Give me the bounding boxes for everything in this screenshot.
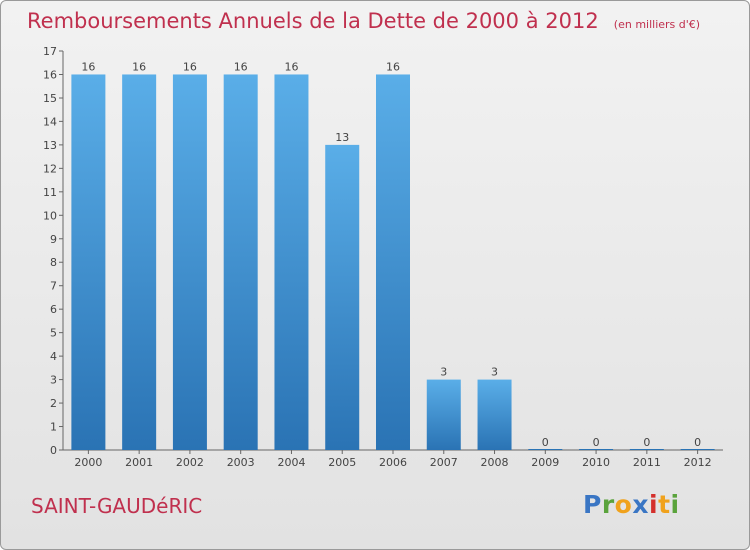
x-tick-label: 2009 (531, 456, 559, 469)
bar-2001 (122, 74, 157, 451)
x-tick-label: 2003 (227, 456, 255, 469)
bar-2010 (579, 449, 614, 450)
y-tick-label: 3 (50, 374, 57, 387)
y-tick-label: 8 (50, 256, 57, 269)
chart-unit-note: (en milliers d'€) (613, 18, 701, 31)
bar-value-label: 16 (386, 60, 400, 73)
x-tick-label: 2002 (176, 456, 204, 469)
bar-2004 (274, 74, 309, 451)
y-tick-label: 13 (43, 139, 57, 152)
x-axis: 2000 2001 2002 2003 2004 2005 2006 2007 2008 2009… (63, 449, 723, 469)
y-tick-label: 12 (43, 162, 57, 175)
bar-value-label: 0 (643, 436, 650, 449)
title-row: Remboursements Annuels de la Dette de 20… (27, 9, 700, 33)
y-tick-label: 7 (50, 280, 57, 293)
x-tick-label: 2005 (328, 456, 356, 469)
x-tick-label: 2007 (430, 456, 458, 469)
logo-letter: o (614, 490, 633, 519)
x-tick-label: 2000 (74, 456, 102, 469)
bar-value-label: 13 (335, 131, 349, 144)
bar-value-label: 3 (491, 366, 498, 379)
y-tick-label: 16 (43, 68, 57, 81)
bar-2005 (325, 144, 360, 450)
bar-2008 (477, 379, 512, 450)
bar-value-label: 0 (542, 436, 549, 449)
x-tick-label: 2010 (582, 456, 610, 469)
x-tick-label: 2011 (633, 456, 661, 469)
logo-letter: i (649, 490, 659, 519)
y-tick-label: 1 (50, 421, 57, 434)
logo-letter: t (658, 490, 671, 519)
bar-value-label: 16 (183, 60, 197, 73)
bars: 16 16 16 16 16 13 16 3 3 0 0 0 0 (71, 60, 715, 451)
x-tick-label: 2001 (125, 456, 153, 469)
bar-2011 (629, 449, 664, 450)
bar-value-label: 16 (234, 60, 248, 73)
bar-2006 (376, 74, 410, 451)
y-tick-label: 10 (43, 209, 57, 222)
logo-letter: r (601, 490, 615, 519)
logo-letter: P (583, 490, 602, 519)
y-tick-label: 2 (50, 397, 57, 410)
y-tick-label: 11 (43, 186, 57, 199)
x-tick-label: 2006 (379, 456, 407, 469)
y-tick-label: 17 (43, 45, 57, 58)
y-tick-label: 14 (43, 115, 57, 128)
bar-value-label: 3 (440, 366, 447, 379)
y-tick-label: 15 (43, 92, 57, 105)
x-tick-label: 2012 (684, 456, 712, 469)
bar-value-label: 16 (284, 60, 298, 73)
bar-2003 (223, 74, 258, 451)
bar-value-label: 16 (132, 60, 146, 73)
bar-2007 (426, 379, 461, 450)
x-tick-label: 2004 (277, 456, 305, 469)
y-tick-label: 6 (50, 303, 57, 316)
y-tick-label: 4 (50, 350, 57, 363)
bar-2012 (680, 449, 715, 450)
proxiti-logo: Proxiti (583, 490, 680, 519)
bar-2002 (172, 74, 207, 451)
commune-name: SAINT-GAUDéRIC (31, 494, 203, 518)
y-tick-label: 9 (50, 233, 57, 246)
y-tick-label: 0 (50, 444, 57, 457)
bar-value-label: 0 (593, 436, 600, 449)
chart-title: Remboursements Annuels de la Dette de 20… (27, 9, 599, 33)
y-tick-label: 5 (50, 327, 57, 340)
bar-2000 (71, 74, 106, 451)
logo-letter: x (632, 490, 649, 519)
bar-value-label: 16 (81, 60, 95, 73)
bar-2009 (528, 449, 563, 450)
bar-value-label: 0 (694, 436, 701, 449)
logo-letter: i (670, 490, 680, 519)
x-tick-label: 2008 (481, 456, 509, 469)
